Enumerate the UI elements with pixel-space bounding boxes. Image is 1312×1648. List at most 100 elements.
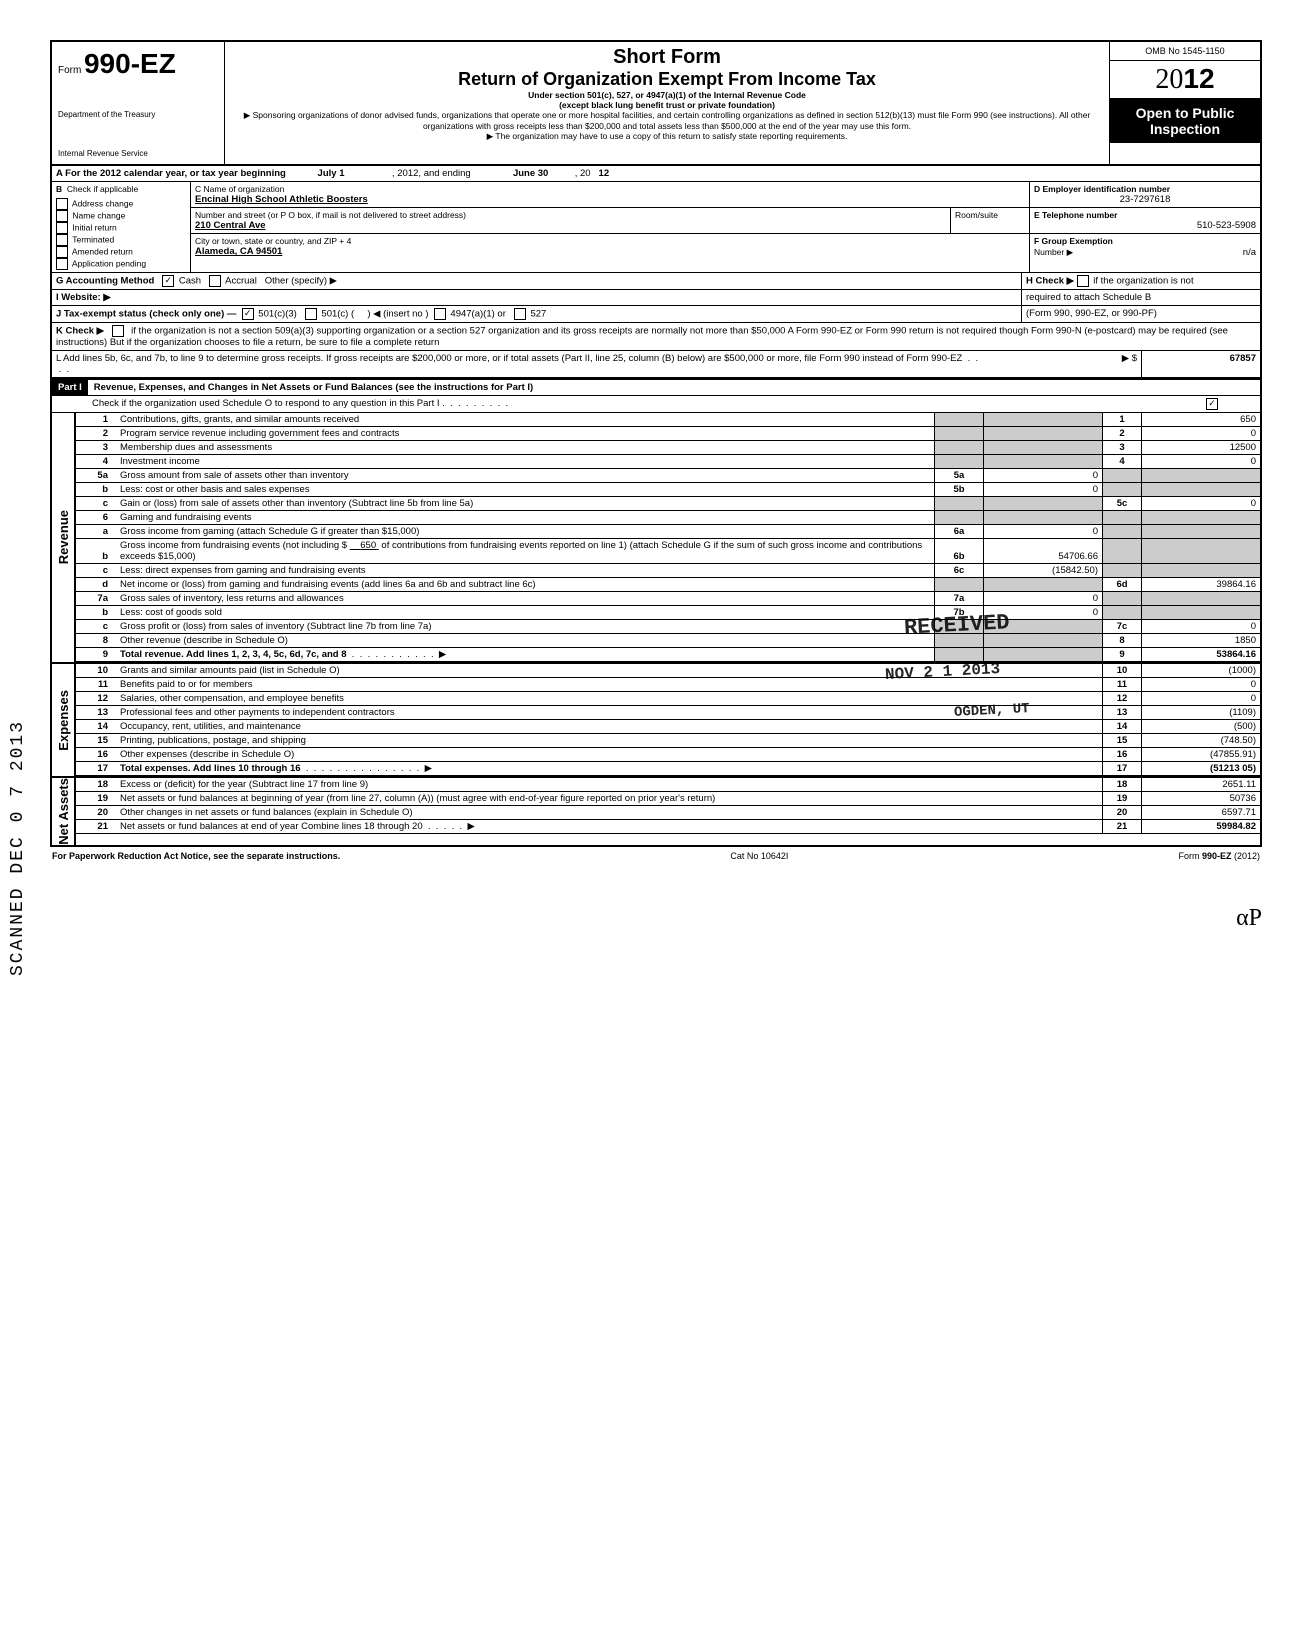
line18-amt: 2651.11	[1142, 778, 1261, 792]
org-name-label: C Name of organization	[195, 184, 1025, 194]
chk-k[interactable]	[112, 325, 124, 337]
j-4947: 4947(a)(1) or	[450, 309, 505, 320]
part1-title: Revenue, Expenses, and Changes in Net As…	[88, 380, 1260, 395]
line5c-text: Gain or (loss) from sale of assets other…	[116, 497, 935, 511]
opt-initial: Initial return	[72, 222, 116, 232]
footer-right: Form 990-EZ (2012)	[1178, 851, 1260, 861]
line15-text: Printing, publications, postage, and shi…	[116, 734, 1103, 748]
line6d-amt: 39864.16	[1142, 578, 1261, 592]
line1-text: Contributions, gifts, grants, and simila…	[116, 413, 935, 427]
opt-name: Name change	[72, 210, 125, 220]
form-prefix: Form	[58, 65, 81, 76]
l-text: L Add lines 5b, 6c, and 7b, to line 9 to…	[56, 353, 962, 364]
period-mid: , 2012, and ending	[392, 168, 471, 179]
chk-501c3[interactable]: ✓	[242, 308, 254, 320]
city-label: City or town, state or country, and ZIP …	[195, 236, 1025, 246]
phone-label: E Telephone number	[1034, 210, 1256, 220]
line7a-text: Gross sales of inventory, less returns a…	[116, 592, 935, 606]
j-527: 527	[530, 309, 546, 320]
subtitle-sponsor-text: Sponsoring organizations of donor advise…	[253, 110, 1091, 131]
subtitle-copy-text: The organization may have to use a copy …	[495, 131, 847, 141]
h-text2: if the organization is not	[1093, 276, 1193, 287]
subtitle-copy: ▶ The organization may have to use a cop…	[233, 131, 1101, 142]
period-end: June 30	[513, 168, 548, 179]
chk-terminated[interactable]: Terminated	[56, 234, 186, 246]
chk-527[interactable]	[514, 308, 526, 320]
l-value: 67857	[1230, 353, 1256, 364]
section-expenses-label: Expenses	[56, 690, 71, 751]
line14-amt: (500)	[1142, 720, 1261, 734]
opt-address: Address change	[72, 198, 133, 208]
inspection: Inspection	[1112, 121, 1258, 137]
chk-part1-scho[interactable]: ✓	[1206, 398, 1218, 410]
opt-terminated: Terminated	[72, 234, 114, 244]
line7a-sv: 0	[984, 592, 1103, 606]
line19-amt: 50736	[1142, 792, 1261, 806]
line5a-text: Gross amount from sale of assets other t…	[116, 469, 935, 483]
line6a-text: Gross income from gaming (attach Schedul…	[116, 525, 935, 539]
chk-name-change[interactable]: Name change	[56, 210, 186, 222]
period-yr-suffix: , 20	[575, 168, 591, 179]
block-b-title: B	[56, 184, 62, 194]
accounting-label: G Accounting Method	[56, 276, 154, 287]
accrual-label: Accrual	[225, 276, 257, 287]
line8-amt: 1850	[1142, 634, 1261, 648]
line18-text: Excess or (deficit) for the year (Subtra…	[116, 778, 1103, 792]
chk-initial-return[interactable]: Initial return	[56, 222, 186, 234]
subtitle-code: Under section 501(c), 527, or 4947(a)(1)…	[233, 90, 1101, 100]
chk-501c[interactable]	[305, 308, 317, 320]
line6b-text: Gross income from fundraising events (no…	[116, 539, 935, 564]
line14-text: Occupancy, rent, utilities, and maintena…	[116, 720, 1103, 734]
org-name: Encinal High School Athletic Boosters	[195, 194, 1025, 205]
line15-amt: (748.50)	[1142, 734, 1261, 748]
org-addr: 210 Central Ave	[195, 220, 946, 231]
block-b-sub: Check if applicable	[67, 184, 138, 194]
line6-text: Gaming and fundraising events	[116, 511, 935, 525]
netassets-table: 18Excess or (deficit) for the year (Subt…	[76, 778, 1260, 834]
chk-amended[interactable]: Amended return	[56, 246, 186, 258]
line20-text: Other changes in net assets or fund bala…	[116, 806, 1103, 820]
line13-amt: (1109)	[1142, 706, 1261, 720]
line7b-sv: 0	[984, 606, 1103, 620]
part1-check-line: Check if the organization used Schedule …	[92, 398, 1206, 410]
phone-value: 510-523-5908	[1034, 220, 1256, 231]
chk-address-change[interactable]: Address change	[56, 198, 186, 210]
line5a-sv: 0	[984, 469, 1103, 483]
line21-text: Net assets or fund balances at end of ye…	[116, 820, 1103, 834]
chk-4947[interactable]	[434, 308, 446, 320]
chk-h[interactable]	[1077, 275, 1089, 287]
k-text: if the organization is not a section 509…	[56, 326, 1228, 348]
section-revenue-label: Revenue	[56, 510, 71, 564]
j-501c: 501(c) (	[321, 309, 354, 320]
subtitle-except: (except black lung benefit trust or priv…	[233, 100, 1101, 110]
h-text3: required to attach Schedule B	[1026, 292, 1151, 303]
chk-accrual[interactable]	[209, 275, 221, 287]
k-label: K Check ▶	[56, 326, 104, 337]
chk-cash[interactable]: ✓	[162, 275, 174, 287]
line17-text: Total expenses. Add lines 10 through 16 …	[116, 762, 1103, 776]
dept-irs: Internal Revenue Service	[58, 149, 218, 158]
chk-pending[interactable]: Application pending	[56, 258, 186, 270]
line9-amt: 53864.16	[1142, 648, 1261, 662]
footer-mid: Cat No 10642I	[730, 851, 788, 861]
line16-text: Other expenses (describe in Schedule O)	[116, 748, 1103, 762]
line9-text: Total revenue. Add lines 1, 2, 3, 4, 5c,…	[116, 648, 935, 662]
signature-mark: αΡ	[50, 905, 1262, 932]
line6c-sv: (15842.50)	[984, 564, 1103, 578]
open-to-public: Open to Public	[1112, 105, 1258, 121]
line4-text: Investment income	[116, 455, 935, 469]
line11-amt: 0	[1142, 678, 1261, 692]
part1-label: Part I	[52, 380, 88, 395]
line6b-sv: 54706.66	[984, 539, 1103, 564]
line16-amt: (47855.91)	[1142, 748, 1261, 762]
line13-text: Professional fees and other payments to …	[116, 706, 1103, 720]
j-label: J Tax-exempt status (check only one) —	[56, 309, 236, 320]
line4-amt: 0	[1142, 455, 1261, 469]
title-return: Return of Organization Exempt From Incom…	[233, 69, 1101, 90]
subtitle-sponsor: ▶ Sponsoring organizations of donor advi…	[233, 110, 1101, 131]
line7c-text: Gross profit or (loss) from sales of inv…	[116, 620, 935, 634]
org-city: Alameda, CA 94501	[195, 246, 1025, 257]
group-label2: Number ▶	[1034, 247, 1073, 257]
line12-amt: 0	[1142, 692, 1261, 706]
line21-amt: 59984.82	[1142, 820, 1261, 834]
